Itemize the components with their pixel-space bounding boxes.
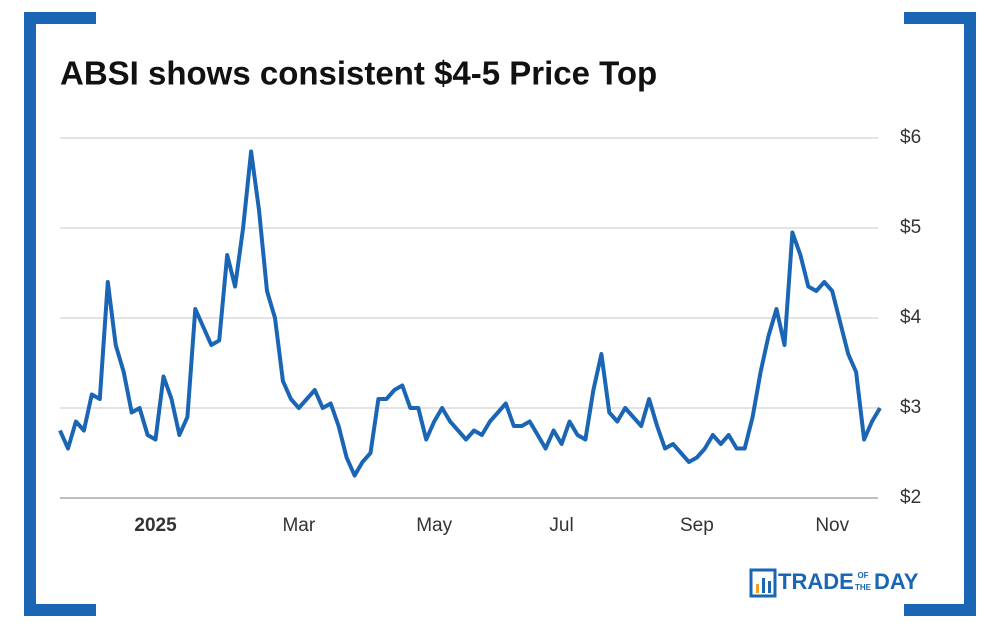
y-tick-label: $3 — [900, 397, 921, 418]
bracket-right — [904, 12, 976, 616]
y-tick-label: $4 — [900, 307, 922, 328]
logo-icon-bar — [762, 578, 765, 593]
y-tick-label: $5 — [900, 217, 921, 238]
logo-icon-bar — [768, 581, 771, 593]
x-tick-label: 2025 — [134, 515, 177, 536]
x-tick-label: Jul — [549, 515, 573, 536]
logo-small: THE — [855, 583, 872, 592]
y-tick-label: $6 — [900, 127, 921, 148]
x-tick-label: Sep — [680, 515, 714, 536]
logo-small: OF — [857, 571, 868, 580]
logo-icon — [749, 568, 777, 598]
logo: TRADE OF THE DAY — [749, 568, 919, 598]
logo-icon-bar — [756, 584, 759, 593]
x-tick-label: Mar — [282, 515, 315, 536]
x-tick-label: May — [416, 515, 452, 536]
price-line — [58, 149, 882, 478]
y-tick-label: $2 — [900, 487, 921, 508]
bracket-left — [24, 12, 96, 616]
logo-text: DAY — [874, 569, 919, 594]
chart-title: ABSI shows consistent $4-5 Price Top — [60, 55, 657, 92]
x-tick-label: Nov — [815, 515, 849, 536]
logo-text: TRADE — [778, 569, 854, 594]
